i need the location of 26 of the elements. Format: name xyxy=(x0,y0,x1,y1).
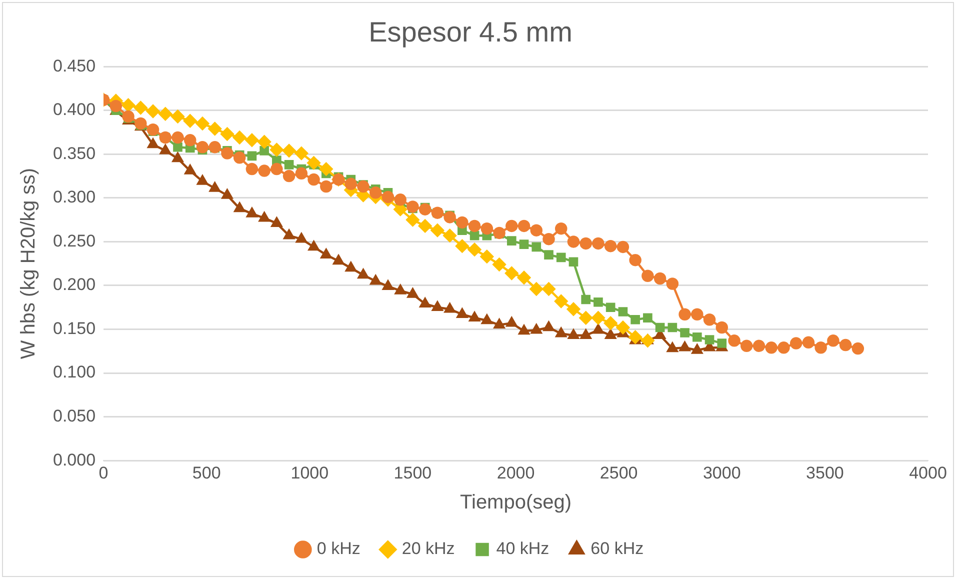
y-tick-label: 0.050 xyxy=(52,406,96,426)
y-tick-label: 0.100 xyxy=(52,362,96,382)
x-tick-label: 3000 xyxy=(702,463,741,482)
y-tick-label: 0.300 xyxy=(52,188,96,207)
x-tick-label: 4000 xyxy=(909,463,947,482)
chart-title: Espesor 4.5 mm xyxy=(368,16,572,48)
x-tick-label: 3500 xyxy=(806,463,844,482)
x-tick-label: 1000 xyxy=(290,463,329,482)
x-tick-label: 2000 xyxy=(496,463,535,482)
y-tick-label: 0.350 xyxy=(52,144,96,163)
x-tick-label: 0 xyxy=(98,463,108,482)
x-tick-label: 1500 xyxy=(394,463,432,482)
y-tick-label: 0.200 xyxy=(52,275,96,294)
y-tick-label: 0.450 xyxy=(52,56,96,76)
legend-label: 0 kHz xyxy=(316,539,360,558)
y-tick-label: 0.150 xyxy=(52,318,96,338)
x-tick-label: 500 xyxy=(192,463,221,482)
legend-label: 40 kHz xyxy=(496,539,550,558)
legend-label: 20 kHz xyxy=(402,539,455,558)
y-tick-label: 0.400 xyxy=(52,100,96,120)
legend-label: 60 kHz xyxy=(590,539,644,558)
y-tick-label: 0.250 xyxy=(52,231,96,250)
y-axis-title: W hbs (kg H20/kg ss) xyxy=(18,168,40,360)
x-tick-label: 2500 xyxy=(600,463,638,482)
y-tick-label: 0.000 xyxy=(52,450,96,470)
x-axis-title: Tiempo(seg) xyxy=(460,492,572,514)
